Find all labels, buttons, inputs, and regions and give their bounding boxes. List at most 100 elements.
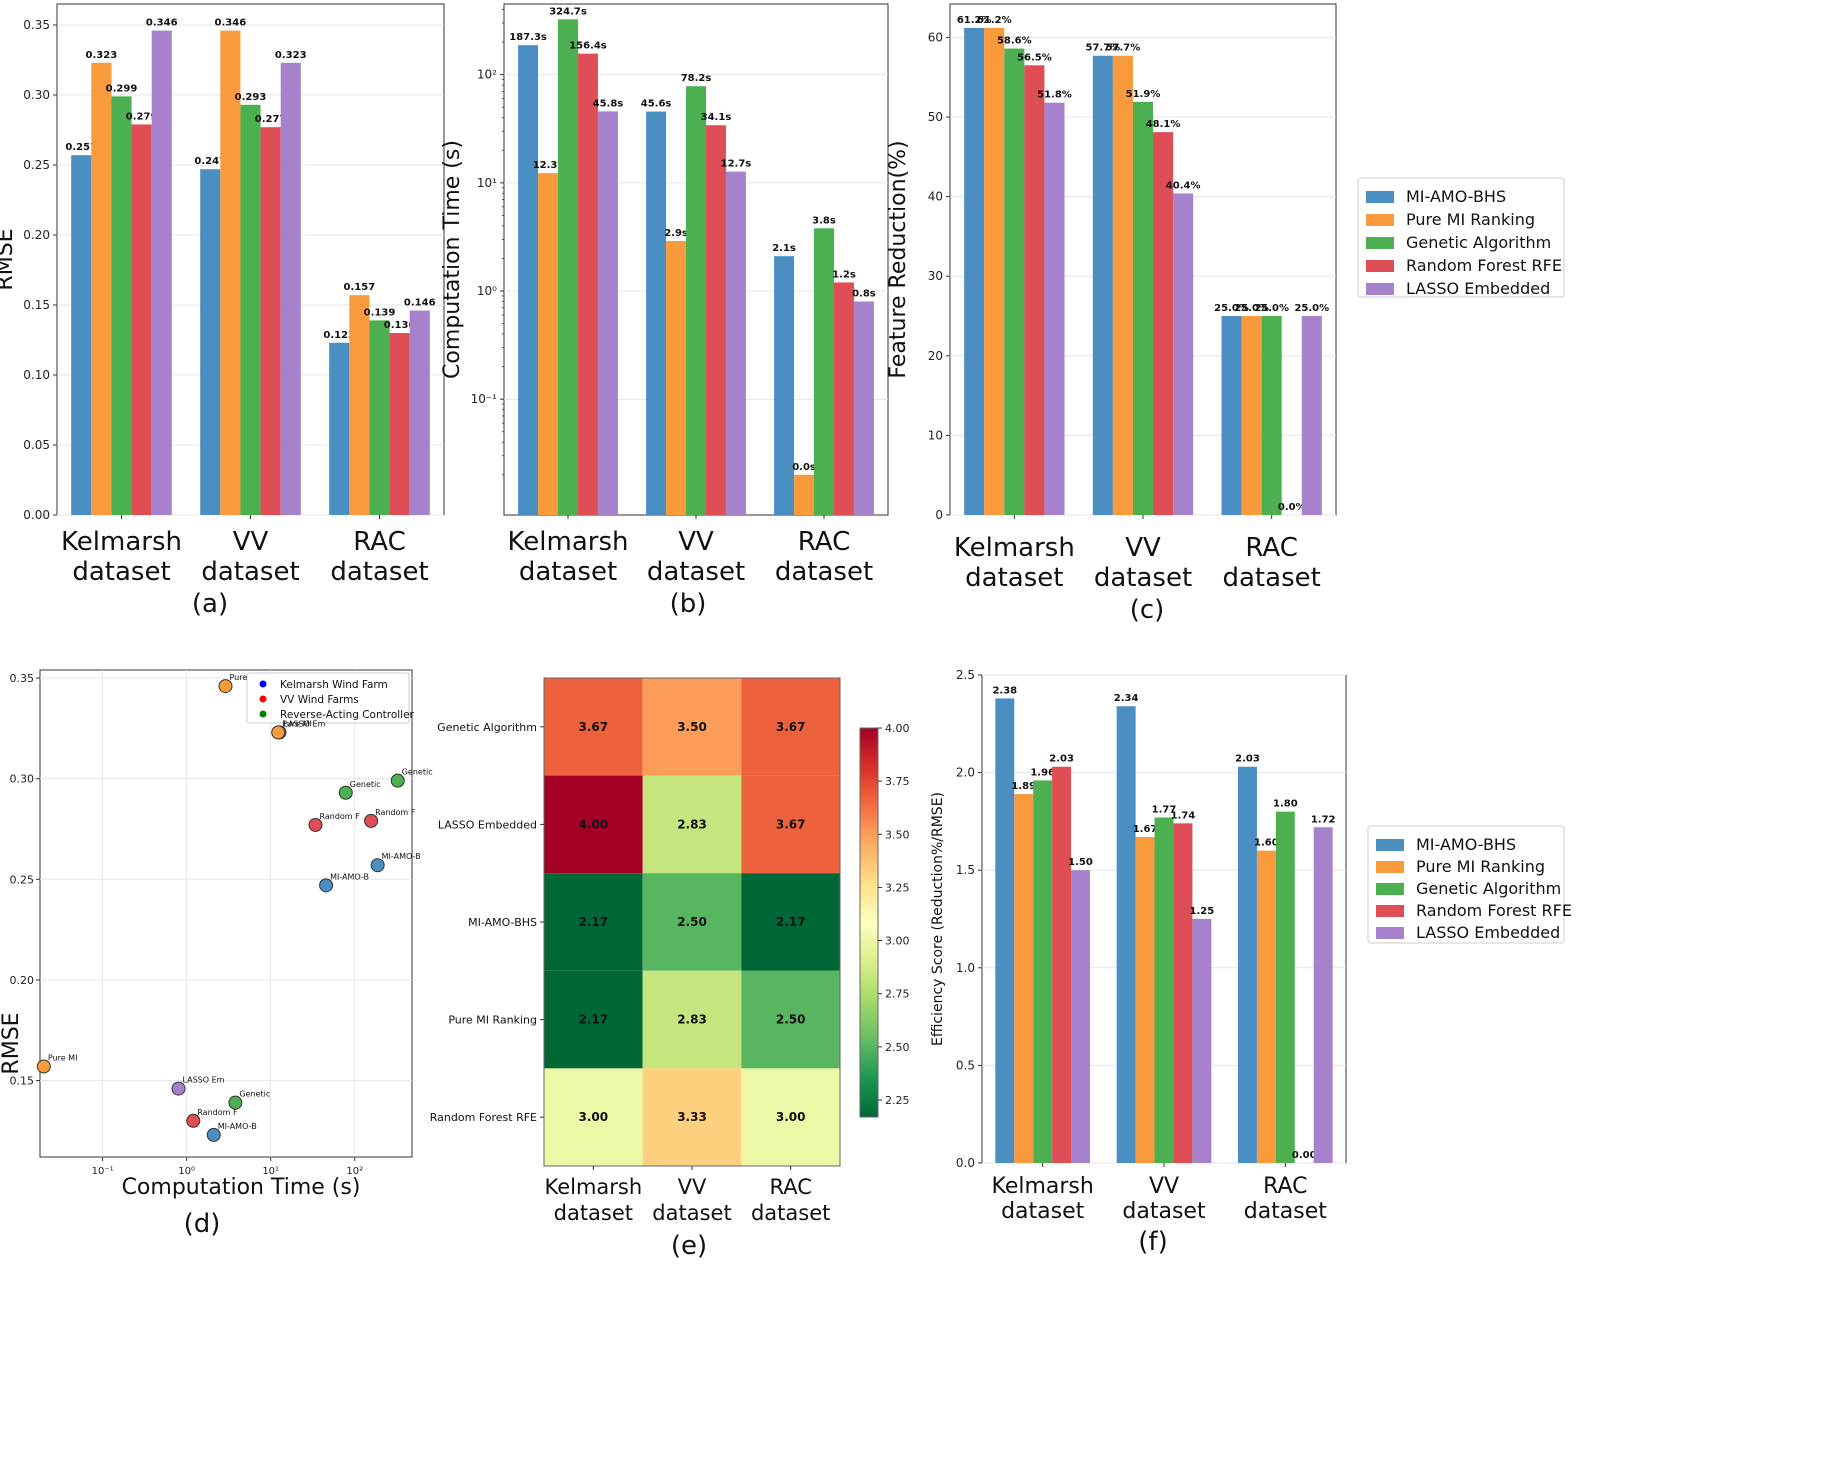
x-tick-label: dataset <box>775 557 873 587</box>
heatmap-cell-label: 2.50 <box>677 915 707 929</box>
x-tick-label: dataset <box>1223 563 1321 593</box>
y-tick-label: 0.15 <box>10 1075 35 1088</box>
y-tick-label: 0.20 <box>23 228 50 242</box>
bar-value-label: 78.2s <box>681 73 712 84</box>
heatmap-cell-label: 2.17 <box>579 1013 609 1027</box>
heatmap-cell-label: 2.50 <box>776 1013 806 1027</box>
heatmap-cell <box>544 1068 643 1166</box>
bar-value-label: 0.277 <box>255 114 287 125</box>
bar-value-label: 56.5% <box>1017 52 1052 63</box>
bar-value-label: 25.0% <box>1254 303 1289 314</box>
bar-value-label: 40.4% <box>1166 180 1201 191</box>
bar-value-label: 1.67 <box>1133 824 1158 835</box>
scatter-point <box>186 1113 201 1128</box>
bar-value-label: 1.89 <box>1011 781 1036 792</box>
y-tick-label: 0 <box>935 508 943 522</box>
heatmap-cell <box>642 678 742 776</box>
bar <box>91 62 112 516</box>
row-label: Random Forest RFE <box>430 1111 537 1124</box>
legend-swatch <box>1366 260 1394 272</box>
chart-f: 0.0 0.5 1.0 1.5 2.0 2.5 Efficiency Score (Redu… <box>930 668 1347 1257</box>
heatmap-cell-label: 2.83 <box>677 817 707 831</box>
bar <box>409 310 430 515</box>
bar <box>814 228 834 515</box>
y-tick-label: 0.10 <box>23 368 50 382</box>
bar <box>853 301 874 515</box>
bar-value-label: 1.80 <box>1273 799 1298 810</box>
bar-value-label: 57.7% <box>1106 43 1141 54</box>
bar <box>280 62 301 516</box>
bar <box>1112 55 1133 516</box>
x-tick-label: dataset <box>201 557 299 587</box>
bar <box>260 127 281 515</box>
bar <box>1071 870 1090 1163</box>
row-label: LASSO Embedded <box>438 818 537 831</box>
colorbar-tick-label: 3.00 <box>885 935 910 948</box>
bar-value-label: 61.2% <box>957 15 992 26</box>
heatmap-cell-label: 2.17 <box>579 915 609 929</box>
bar-value-label: 34.1s <box>701 112 732 123</box>
scatter-point <box>390 773 405 788</box>
x-tick-label: dataset <box>1244 1199 1328 1224</box>
bar-value-label: 2.38 <box>992 685 1017 696</box>
bar-value-label: 0.257 <box>65 142 97 153</box>
colorbar-tick-label: 3.50 <box>885 828 910 841</box>
bar <box>1014 794 1034 1163</box>
y-tick-label: 1.5 <box>956 863 975 877</box>
bar <box>686 86 706 516</box>
bar-value-label: 0.247 <box>194 156 226 167</box>
bar-value-label: 1.96 <box>1030 767 1055 778</box>
bar-value-label: 3.8s <box>812 215 836 226</box>
bar-value-label: 1.72 <box>1311 814 1336 825</box>
bar-value-label: 1.25 <box>1190 906 1215 917</box>
bar <box>1221 316 1242 515</box>
panel-caption: (d) <box>184 1209 221 1239</box>
x-axis-label: Computation Time (s) <box>122 1175 361 1200</box>
bar <box>597 111 618 515</box>
chart-c: 0 10 20 30 40 50 60 Feature Reduction(%) 61.2%61… <box>886 3 1337 625</box>
point-label: Random F <box>319 812 360 821</box>
x-tick-label: RAC <box>1245 533 1298 563</box>
x-tick-label: VV <box>233 527 269 557</box>
chart-e: 3.67 3.50 3.67 4.00 2.83 3.67 2.17 2.50 2.17 2.17… <box>430 677 910 1261</box>
bar-value-label: 2.03 <box>1049 754 1074 765</box>
bar <box>1153 132 1174 515</box>
scatter-point <box>308 817 323 832</box>
bar-value-label: 0.157 <box>344 282 376 293</box>
bar <box>1261 316 1282 515</box>
x-tick-label: dataset <box>330 557 428 587</box>
bar <box>389 333 410 515</box>
legend-label: Reverse-Acting Controller <box>280 709 415 721</box>
point-label: MI-AMO-B <box>382 852 421 861</box>
heatmap-cell-label: 3.67 <box>776 720 806 734</box>
heatmap-cell <box>741 1068 840 1166</box>
legend-swatch <box>1366 237 1394 249</box>
legend-marker <box>259 680 267 688</box>
bar <box>1132 101 1154 516</box>
bar <box>1301 316 1322 515</box>
y-tick-label: 50 <box>928 110 943 124</box>
bar-value-label: 51.8% <box>1037 90 1072 101</box>
scatter-point <box>218 679 233 694</box>
bar-value-label: 0.346 <box>146 18 178 29</box>
x-tick-label: 10¹ <box>262 1166 279 1177</box>
bar-value-label: 25.0% <box>1214 303 1249 314</box>
column-label: Kelmarsh <box>544 1175 642 1199</box>
x-tick-label: dataset <box>965 563 1063 593</box>
bar <box>200 169 221 515</box>
y-tick-label: 10⁻¹ <box>471 392 498 406</box>
x-tick-label: dataset <box>1122 1199 1206 1224</box>
y-tick-label: 2.5 <box>956 668 975 682</box>
colorbar-tick-label: 2.75 <box>885 988 910 1001</box>
y-tick-label: 30 <box>928 269 943 283</box>
x-tick-label: Kelmarsh <box>508 527 629 557</box>
bar <box>1173 193 1194 515</box>
legend-label: Pure MI Ranking <box>1406 210 1535 229</box>
bar-value-label: 2.1s <box>772 243 796 254</box>
y-tick-label: 0.00 <box>23 508 50 522</box>
heatmap-cell-label: 3.00 <box>579 1110 609 1124</box>
bar-value-label: 0.0% <box>1278 502 1306 513</box>
y-tick-label: 2.0 <box>956 766 975 780</box>
bar <box>577 53 598 515</box>
bar <box>646 111 667 516</box>
